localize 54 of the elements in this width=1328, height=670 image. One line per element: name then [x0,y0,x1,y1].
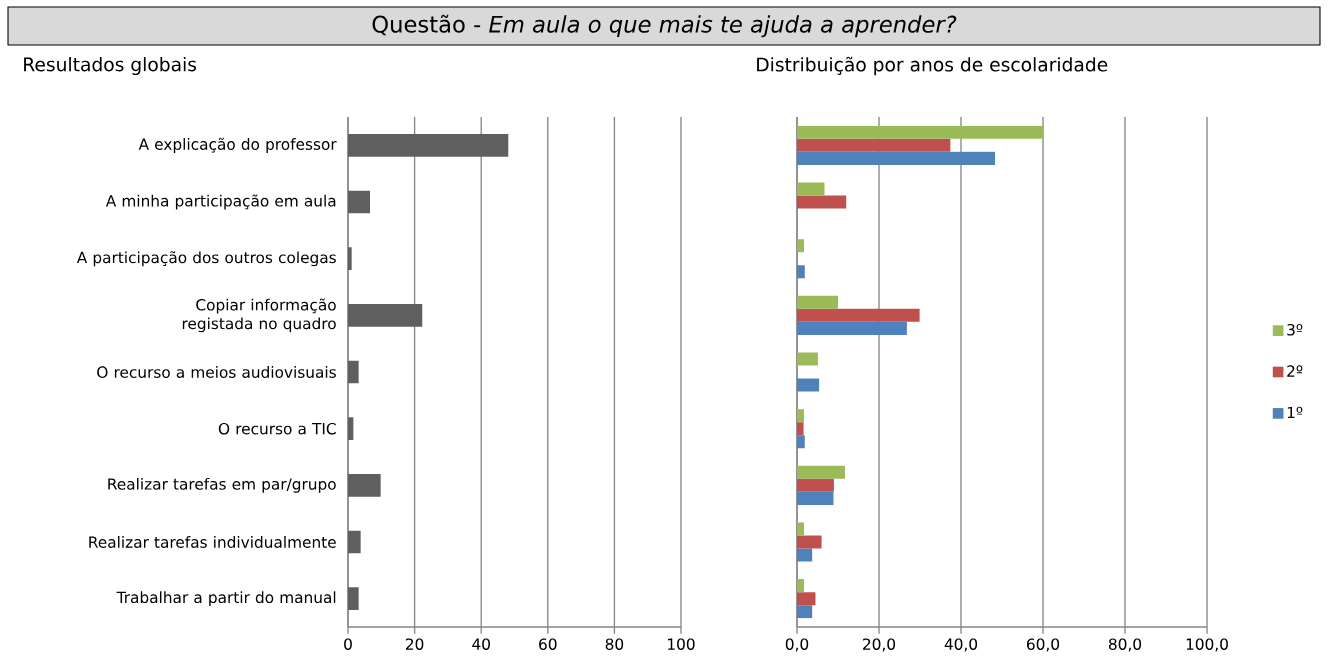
bar [797,535,822,549]
bar [797,478,834,492]
x-tick-label: 60,0 [1027,638,1060,652]
bar [348,134,509,157]
bar [797,422,804,436]
bar [348,190,370,214]
x-tick-label: 60 [539,638,557,650]
x-tick-label: 100,0 [1186,638,1228,652]
x-tick-label: 80,0 [1108,638,1142,652]
y-tick-label: A minha participação em aula [105,194,336,210]
legend-label: 3º [1287,323,1303,336]
chart-title: Distribuição por anos de escolaridade [757,56,1108,76]
x-tick-label: 40 [472,638,490,650]
bar [348,304,423,327]
bar [797,465,845,479]
bar [797,125,1044,139]
x-tick-label: 20,0 [863,638,896,652]
bar [348,417,354,441]
bar [797,605,813,619]
bar [797,182,825,196]
y-tick-label: Realizar tarefas em par/grupo [108,477,336,493]
bar [797,592,816,606]
bar [348,587,359,610]
legend-label: 2º [1287,365,1303,377]
x-tick-label: 100 [668,638,695,650]
text: Resultados globais [24,56,197,76]
bar [348,360,359,384]
x-tick-label: 0,0 [785,638,809,652]
chart-title: Questão - Em aula o que mais te ajuda a aprender? [372,14,957,38]
y-tick-label: A explicação do professor [138,137,337,153]
bar [797,195,847,209]
y-tick-label: Realizar tarefas individualmente [89,536,336,548]
y-tick-label: A participação dos outros colegas [76,251,336,267]
bar [348,247,352,271]
bar [797,138,951,152]
bar [797,295,839,309]
y-tick-label: Copiar informação registada no quadro [182,298,336,333]
bar [797,378,820,392]
bar [797,352,818,366]
bar [797,321,907,335]
bar [797,151,996,165]
bar [348,530,361,554]
y-tick-label: O recurso a meios audiovisuais [97,366,336,378]
y-tick-label: O recurso a TIC [218,422,336,435]
bar [797,491,834,505]
x-tick-label: 80 [605,638,624,650]
bar [797,548,813,562]
x-tick-label: 0 [344,638,352,650]
x-tick-label: 20 [405,638,424,650]
bar [797,308,920,322]
x-tick-label: 40,0 [944,638,978,652]
bar [348,474,381,497]
y-tick-label: Trabalhar a partir do manual [116,591,336,607]
legend-label: 1º [1287,406,1303,419]
